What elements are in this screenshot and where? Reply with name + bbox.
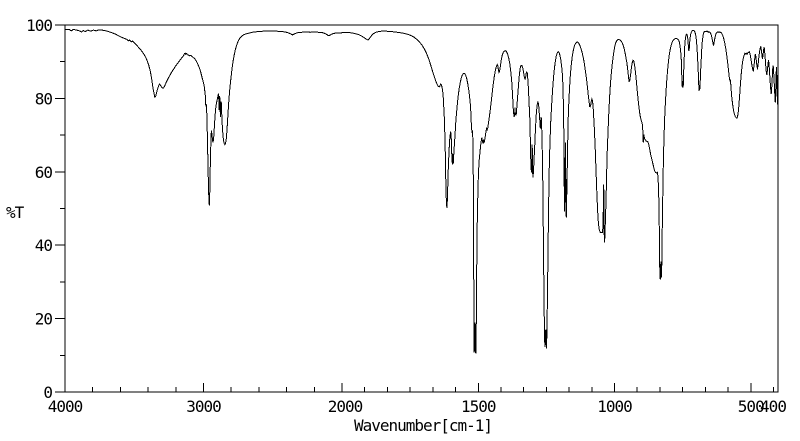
y-tick-label: 80 (35, 89, 53, 108)
y-tick-label: 20 (35, 310, 53, 329)
y-axis-title: %T (6, 203, 24, 222)
x-tick-label: 1000 (597, 397, 632, 416)
x-tick-label: 4000 (48, 397, 83, 416)
x-axis-title: Wavenumber[cm-1] (353, 416, 493, 435)
y-tick-label: 60 (35, 163, 53, 182)
y-tick-label: 0 (43, 383, 52, 402)
plot-frame (64, 24, 779, 393)
y-tick-label: 40 (35, 236, 53, 255)
x-tick-label: 3000 (186, 397, 221, 416)
x-tick-label: 500 (738, 397, 764, 416)
x-tick-label: 400 (760, 397, 786, 416)
x-tick-label: 1500 (461, 397, 496, 416)
spectrum-curve (64, 28, 779, 354)
y-tick-label: 100 (26, 16, 52, 35)
x-tick-label: 2000 (328, 397, 363, 416)
